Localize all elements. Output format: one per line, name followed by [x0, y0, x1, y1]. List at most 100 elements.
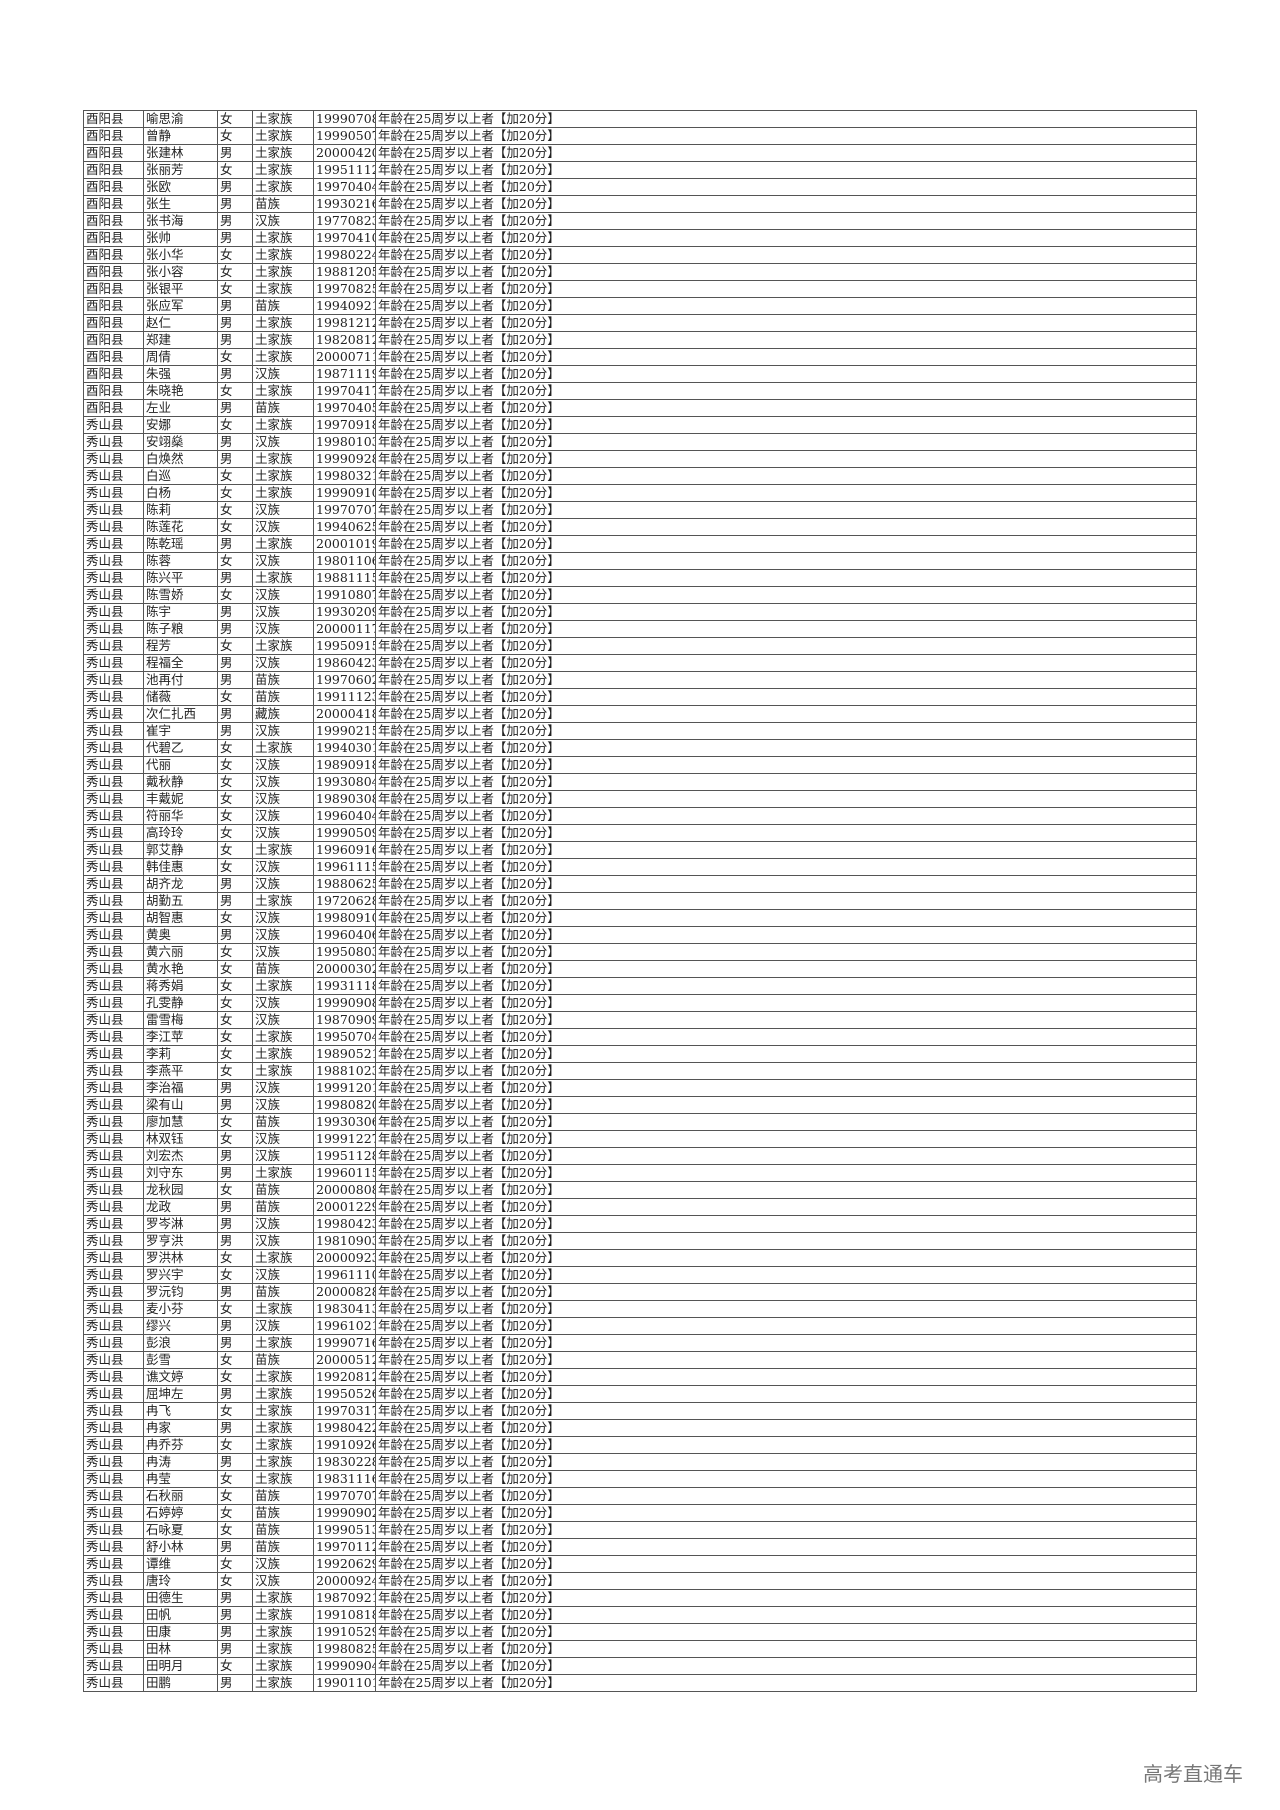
birthdate-cell: 19970707 [313, 501, 376, 519]
birthdate-cell: 20000808 [313, 1181, 376, 1199]
table-row: 酉阳县 曾静女土家族 19990507 年龄在25周岁以上者【加20分】 [83, 127, 1197, 145]
ethnicity-cell: 苗族 [252, 671, 314, 689]
county-cell: 秀山县 [83, 824, 144, 842]
name-cell: 田林 [143, 1640, 218, 1658]
birthdate-cell: 19910529 [313, 1623, 376, 1641]
name-cell: 田德生 [143, 1589, 218, 1607]
gender-cell: 女 [217, 1504, 253, 1522]
name-cell: 雷雪梅 [143, 1011, 218, 1029]
table-row: 秀山县 黄奥男汉族 19960406 年龄在25周岁以上者【加20分】 [83, 926, 1197, 944]
name-cell: 韩佳惠 [143, 858, 218, 876]
county-cell: 秀山县 [83, 654, 144, 672]
ethnicity-cell: 土家族 [252, 348, 314, 366]
gender-cell: 女 [217, 1300, 253, 1318]
reason-cell: 年龄在25周岁以上者【加20分】 [375, 263, 568, 281]
empty-cell [567, 688, 1197, 706]
ethnicity-cell: 苗族 [252, 297, 314, 315]
table-row: 秀山县 冉莹女土家族 19831116 年龄在25周岁以上者【加20分】 [83, 1470, 1197, 1488]
reason-cell: 年龄在25周岁以上者【加20分】 [375, 280, 568, 298]
birthdate-cell: 19880625 [313, 875, 376, 893]
table-row: 秀山县 石秋丽女苗族 19970707 年龄在25周岁以上者【加20分】 [83, 1487, 1197, 1505]
empty-cell [567, 977, 1197, 995]
gender-cell: 女 [217, 484, 253, 502]
county-cell: 秀山县 [83, 1368, 144, 1386]
table-row: 秀山县 白焕然男土家族 19990928 年龄在25周岁以上者【加20分】 [83, 450, 1197, 468]
empty-cell [567, 1589, 1197, 1607]
gender-cell: 男 [217, 1606, 253, 1624]
ethnicity-cell: 土家族 [252, 280, 314, 298]
name-cell: 梁有山 [143, 1096, 218, 1114]
gender-cell: 女 [217, 382, 253, 400]
gender-cell: 男 [217, 1623, 253, 1641]
county-cell: 酉阳县 [83, 365, 144, 383]
gender-cell: 男 [217, 1079, 253, 1097]
gender-cell: 男 [217, 450, 253, 468]
ethnicity-cell: 汉族 [252, 1215, 314, 1233]
empty-cell [567, 229, 1197, 247]
county-cell: 秀山县 [83, 705, 144, 723]
county-cell: 秀山县 [83, 1419, 144, 1437]
reason-cell: 年龄在25周岁以上者【加20分】 [375, 858, 568, 876]
ethnicity-cell: 汉族 [252, 943, 314, 961]
birthdate-cell: 19720628 [313, 892, 376, 910]
county-cell: 秀山县 [83, 1487, 144, 1505]
gender-cell: 男 [217, 1589, 253, 1607]
table-row: 秀山县 田帆男土家族 19910818 年龄在25周岁以上者【加20分】 [83, 1606, 1197, 1624]
birthdate-cell: 19990708 [313, 110, 376, 128]
gender-cell: 女 [217, 1011, 253, 1029]
county-cell: 酉阳县 [83, 161, 144, 179]
gender-cell: 女 [217, 773, 253, 791]
name-cell: 田鹏 [143, 1674, 218, 1692]
name-cell: 张欧 [143, 178, 218, 196]
reason-cell: 年龄在25周岁以上者【加20分】 [375, 110, 568, 128]
gender-cell: 女 [217, 994, 253, 1012]
empty-cell [567, 501, 1197, 519]
empty-cell [567, 1011, 1197, 1029]
ethnicity-cell: 土家族 [252, 467, 314, 485]
name-cell: 孔雯静 [143, 994, 218, 1012]
table-row: 秀山县 麦小芬女土家族 19830413 年龄在25周岁以上者【加20分】 [83, 1300, 1197, 1318]
birthdate-cell: 19930209 [313, 603, 376, 621]
empty-cell [567, 569, 1197, 587]
empty-cell [567, 637, 1197, 655]
ethnicity-cell: 汉族 [252, 1079, 314, 1097]
table-row: 秀山县 屈坤左男土家族 19950526 年龄在25周岁以上者【加20分】 [83, 1385, 1197, 1403]
county-cell: 秀山县 [83, 569, 144, 587]
gender-cell: 男 [217, 892, 253, 910]
birthdate-cell: 19990716 [313, 1334, 376, 1352]
gender-cell: 男 [217, 178, 253, 196]
reason-cell: 年龄在25周岁以上者【加20分】 [375, 1657, 568, 1675]
birthdate-cell: 19870909 [313, 1011, 376, 1029]
reason-cell: 年龄在25周岁以上者【加20分】 [375, 416, 568, 434]
name-cell: 朱晓艳 [143, 382, 218, 400]
reason-cell: 年龄在25周岁以上者【加20分】 [375, 1589, 568, 1607]
name-cell: 田康 [143, 1623, 218, 1641]
ethnicity-cell: 土家族 [252, 1589, 314, 1607]
birthdate-cell: 19820812 [313, 331, 376, 349]
ethnicity-cell: 汉族 [252, 858, 314, 876]
county-cell: 秀山县 [83, 1538, 144, 1556]
gender-cell: 男 [217, 926, 253, 944]
name-cell: 罗洪林 [143, 1249, 218, 1267]
birthdate-cell: 19901101 [313, 1674, 376, 1692]
ethnicity-cell: 汉族 [252, 1096, 314, 1114]
name-cell: 高玲玲 [143, 824, 218, 842]
empty-cell [567, 875, 1197, 893]
gender-cell: 男 [217, 1147, 253, 1165]
empty-cell [567, 433, 1197, 451]
county-cell: 秀山县 [83, 416, 144, 434]
reason-cell: 年龄在25周岁以上者【加20分】 [375, 892, 568, 910]
name-cell: 田帆 [143, 1606, 218, 1624]
table-row: 秀山县 罗洪林女土家族 20000923 年龄在25周岁以上者【加20分】 [83, 1249, 1197, 1267]
ethnicity-cell: 汉族 [252, 433, 314, 451]
table-row: 秀山县 陈莉女汉族 19970707 年龄在25周岁以上者【加20分】 [83, 501, 1197, 519]
gender-cell: 女 [217, 110, 253, 128]
empty-cell [567, 1657, 1197, 1675]
reason-cell: 年龄在25周岁以上者【加20分】 [375, 484, 568, 502]
gender-cell: 男 [217, 433, 253, 451]
empty-cell [567, 654, 1197, 672]
birthdate-cell: 19980820 [313, 1096, 376, 1114]
county-cell: 秀山县 [83, 467, 144, 485]
empty-cell [567, 161, 1197, 179]
table-row: 秀山县 胡智惠女汉族 19980910 年龄在25周岁以上者【加20分】 [83, 909, 1197, 927]
